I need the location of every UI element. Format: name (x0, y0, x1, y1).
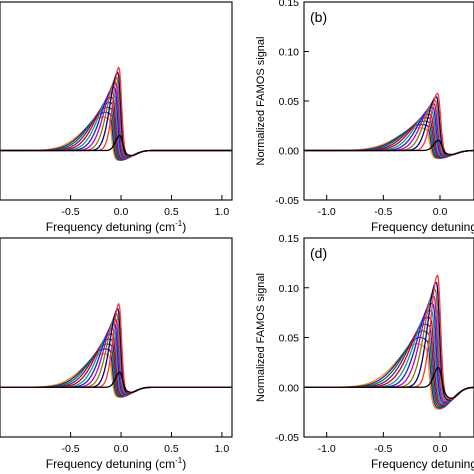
x-tick-label: 0.0 (433, 206, 448, 218)
series-line-7 (304, 302, 474, 404)
y-tick-label: -0.05 (275, 195, 299, 207)
x-tick-label: 0.5 (164, 443, 179, 455)
y-tick-label: 0.05 (279, 333, 300, 345)
series-line-12 (304, 139, 474, 156)
y-tick-label: 0.15 (279, 233, 300, 245)
y-tick-label: 0.10 (279, 47, 300, 59)
chart-panel-2: -1.0 -0.5 0.0 -0.05 0.00 0.05 0.10 0.15 Frequenc… (255, 0, 474, 234)
plot-frame (303, 237, 474, 438)
x-tick-label: 0.0 (114, 443, 129, 455)
x-tick-label: 0.0 (433, 443, 448, 455)
plot-frame (0, 237, 233, 438)
x-axis-label: Frequency detuning (371, 220, 474, 234)
x-tick-label: 1.0 (215, 443, 230, 455)
x-tick-label: -0.5 (374, 443, 392, 455)
x-tick-label: -0.5 (374, 206, 392, 218)
series-line-4 (304, 117, 474, 158)
series-line-12 (0, 371, 232, 393)
x-tick-label: -0.5 (62, 443, 80, 455)
x-tick-label: 0.5 (164, 206, 179, 218)
series-line-11 (304, 274, 474, 400)
panel-label: (d) (310, 245, 327, 261)
plot-frame (0, 1, 233, 201)
y-tick-label: 0.05 (279, 96, 300, 108)
x-axis-label: Frequency detuning (cm-1) (46, 456, 187, 471)
y-tick-label: -0.05 (275, 432, 299, 444)
series-line-6 (304, 309, 474, 405)
x-axis-label: Frequency detuning (371, 457, 474, 471)
series-group (0, 66, 232, 162)
series-line-5 (304, 316, 474, 406)
series-group (304, 92, 474, 160)
chart-panel-3: -0.5 0.0 0.5 1.0 Frequency detuning (cm-1) (0, 237, 233, 471)
y-axis-label: Normalized FAMOS signal (255, 273, 267, 402)
y-tick-label: 0.00 (279, 382, 300, 394)
chart-panel-1: -0.5 0.0 0.5 1.0 Frequency detuning (cm-1) (0, 1, 233, 234)
series-line-4 (304, 323, 474, 407)
x-tick-label: -1.0 (318, 443, 336, 455)
y-tick-label: 0.00 (279, 146, 300, 158)
y-tick-label: 0.10 (279, 283, 300, 295)
x-tick-label: 1.0 (215, 206, 230, 218)
series-group (304, 274, 474, 410)
x-tick-label: -1.0 (318, 206, 336, 218)
y-axis-label: Normalized FAMOS signal (255, 37, 267, 166)
plot-frame (303, 1, 474, 201)
series-line-12 (304, 367, 474, 399)
chart-panel-4: -1.0 -0.5 0.0 -0.05 0.00 0.05 0.10 0.15 Frequenc… (255, 233, 474, 471)
panel-label: (b) (310, 9, 327, 25)
x-axis-label: Frequency detuning (cm-1) (46, 219, 187, 234)
series-group (0, 302, 232, 398)
x-tick-label: 0.0 (114, 206, 129, 218)
series-line-3 (304, 120, 474, 159)
series-line-12 (0, 134, 232, 157)
x-tick-label: -0.5 (62, 206, 80, 218)
y-tick-label: 0.15 (279, 0, 300, 9)
